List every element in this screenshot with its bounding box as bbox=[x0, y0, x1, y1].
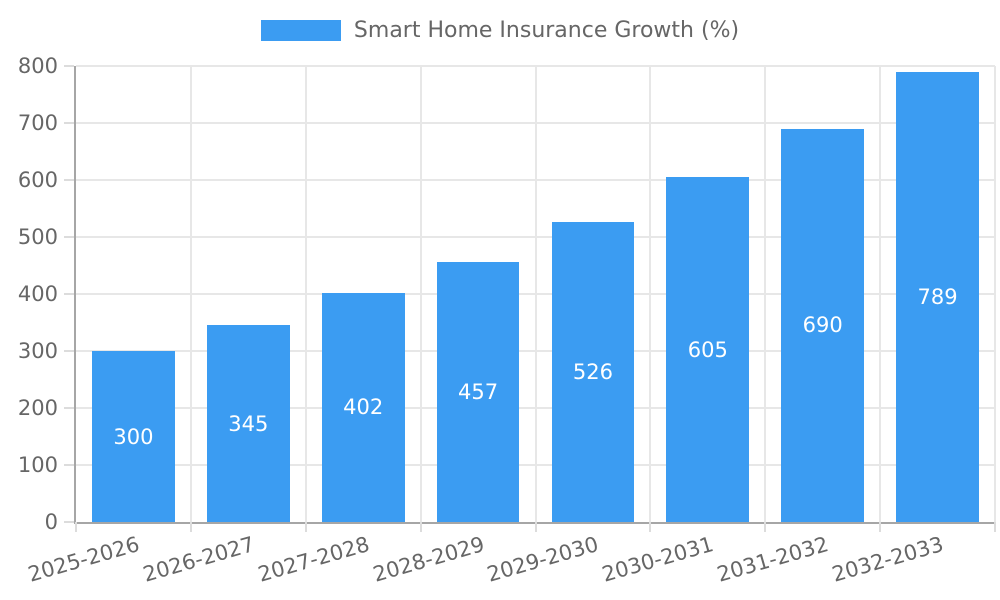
y-tick-mark bbox=[64, 236, 74, 238]
x-tick-mark bbox=[304, 522, 307, 532]
bar-value-label: 300 bbox=[113, 424, 154, 449]
x-axis-tick-label: 2028-2029 bbox=[370, 532, 487, 587]
x-tick-mark bbox=[534, 522, 537, 532]
y-axis-tick-label: 600 bbox=[17, 168, 58, 192]
y-axis-tick-label: 500 bbox=[17, 225, 58, 249]
y-tick-mark bbox=[64, 407, 74, 409]
y-axis-tick-label: 800 bbox=[17, 54, 58, 78]
x-gridline bbox=[304, 66, 307, 522]
bar-value-label: 457 bbox=[458, 379, 499, 404]
bar-2031-2032[interactable]: 690 bbox=[781, 128, 865, 522]
bar-2025-2026[interactable]: 300 bbox=[92, 351, 175, 522]
bar-value-label: 690 bbox=[802, 313, 843, 338]
y-tick-mark bbox=[64, 521, 74, 523]
x-gridline bbox=[649, 66, 652, 522]
y-tick-mark bbox=[64, 122, 74, 124]
bar-value-label: 605 bbox=[687, 337, 728, 362]
x-gridline bbox=[764, 66, 767, 522]
x-tick-mark bbox=[419, 522, 422, 532]
y-axis-tick-label: 400 bbox=[17, 282, 58, 306]
x-tick-mark bbox=[994, 522, 996, 532]
x-axis-tick-label: 2030-2031 bbox=[599, 532, 717, 587]
x-axis-tick-label: 2025-2026 bbox=[25, 532, 143, 587]
bar-value-label: 526 bbox=[572, 360, 613, 385]
bar-2032-2033[interactable]: 789 bbox=[896, 72, 979, 522]
y-axis-tick-label: 0 bbox=[44, 510, 58, 534]
legend-label: Smart Home Insurance Growth (%) bbox=[353, 18, 740, 43]
y-axis-tick-label: 300 bbox=[17, 339, 58, 363]
x-axis-tick-label: 2026-2027 bbox=[140, 532, 257, 587]
bar-2029-2030[interactable]: 526 bbox=[551, 222, 635, 522]
x-gridline bbox=[534, 66, 537, 522]
bar-2028-2029[interactable]: 457 bbox=[436, 261, 520, 522]
x-gridline bbox=[879, 66, 882, 522]
y-tick-mark bbox=[64, 464, 74, 466]
y-axis-tick-label: 100 bbox=[17, 453, 58, 477]
x-gridline bbox=[189, 66, 192, 522]
x-tick-mark bbox=[879, 522, 882, 532]
x-tick-mark bbox=[75, 522, 77, 532]
y-axis-tick-label: 700 bbox=[17, 111, 58, 135]
y-tick-mark bbox=[64, 179, 74, 181]
plot-area: 0 100 200 300 400 500 600 700 800 300 2025-2026 345… bbox=[18, 54, 996, 587]
y-tick-mark bbox=[64, 293, 74, 295]
bar-2027-2028[interactable]: 402 bbox=[321, 292, 405, 522]
bar-value-label: 402 bbox=[343, 395, 384, 420]
bar-value-label: 789 bbox=[917, 285, 958, 310]
x-axis-tick-label: 2031-2032 bbox=[714, 532, 832, 587]
y-tick-mark bbox=[64, 65, 74, 67]
x-tick-mark bbox=[189, 522, 192, 532]
legend-item[interactable]: Smart Home Insurance Growth (%) bbox=[260, 18, 740, 43]
x-axis-tick-label: 2029-2030 bbox=[484, 532, 602, 587]
x-axis-tick-label: 2032-2033 bbox=[829, 532, 947, 587]
x-gridline bbox=[419, 66, 422, 522]
legend-color-swatch bbox=[260, 20, 341, 41]
y-tick-mark bbox=[64, 350, 74, 352]
x-tick-mark bbox=[764, 522, 767, 532]
x-tick-mark bbox=[649, 522, 652, 532]
x-axis-tick-label: 2027-2028 bbox=[255, 532, 372, 587]
y-axis-tick-label: 200 bbox=[17, 396, 58, 420]
x-gridline bbox=[994, 66, 996, 522]
bar-2026-2027[interactable]: 345 bbox=[206, 325, 290, 522]
bar-2030-2031[interactable]: 605 bbox=[666, 177, 750, 522]
chart-legend: Smart Home Insurance Growth (%) bbox=[0, 18, 1000, 43]
bar-value-label: 345 bbox=[228, 411, 269, 436]
